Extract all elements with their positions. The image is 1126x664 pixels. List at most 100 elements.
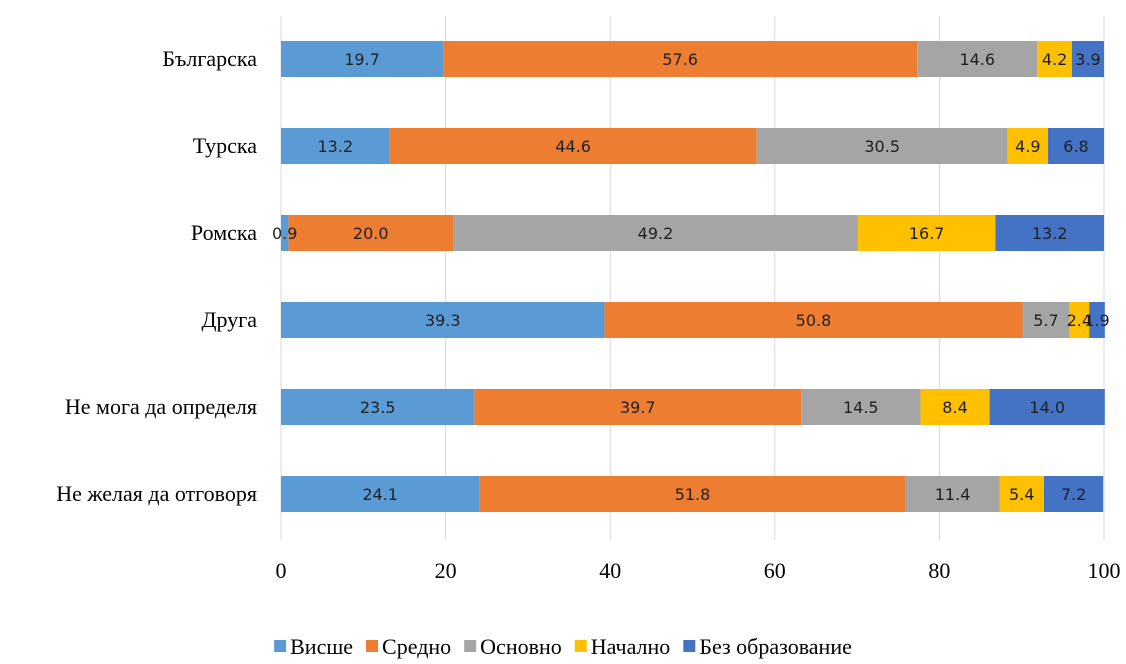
bar-segment-3-4 (1089, 302, 1105, 338)
data-label-0-1: 57.6 (662, 50, 698, 69)
category-label-0: Българска (162, 46, 257, 71)
category-label-3: Друга (201, 307, 257, 332)
data-label-1-4: 6.8 (1063, 137, 1088, 156)
x-tick-label-5: 100 (1088, 558, 1121, 583)
legend-label-4: Без образование (699, 634, 852, 659)
legend-item-4: Без образование (683, 634, 852, 659)
data-label-0-4: 3.9 (1075, 50, 1100, 69)
legend-label-0: Висше (290, 634, 353, 659)
legend-label-1: Средно (382, 634, 451, 659)
bar-segment-2-1 (288, 215, 454, 251)
x-tick-label-4: 80 (928, 558, 950, 583)
data-label-2-1: 20.0 (353, 224, 389, 243)
category-label-2: Ромска (191, 220, 257, 245)
x-tick-label-1: 20 (435, 558, 457, 583)
bar-segment-4-0 (281, 389, 475, 425)
data-label-5-4: 7.2 (1061, 485, 1086, 504)
category-label-5: Не желая да отговоря (56, 481, 257, 506)
data-label-5-3: 5.4 (1009, 485, 1034, 504)
bar-segment-4-4 (989, 389, 1105, 425)
legend-swatch-0 (274, 640, 287, 652)
category-label-1: Турска (193, 133, 257, 158)
data-label-0-3: 4.2 (1042, 50, 1067, 69)
category-label-4: Не мога да определя (65, 394, 257, 419)
data-label-2-4: 13.2 (1032, 224, 1068, 243)
bar-segment-2-3 (857, 215, 996, 251)
bar-row-2: 0.9 20.0 49.2 16.7 13.2 (272, 215, 1104, 251)
data-label-3-4: 1.9 (1084, 311, 1109, 330)
bar-segment-5-1 (479, 476, 906, 512)
grid-lines (280, 16, 1105, 540)
category-labels: Българска Турска Ромска Друга Не мога да опр… (56, 46, 257, 506)
data-label-1-3: 4.9 (1015, 137, 1040, 156)
bar-row-4: 23.5 39.7 14.5 8.4 14.0 (281, 389, 1105, 425)
bar-segment-0-3 (1037, 41, 1072, 77)
x-tick-label-3: 60 (764, 558, 786, 583)
data-label-3-3: 2.4 (1067, 311, 1092, 330)
data-label-4-0: 23.5 (360, 398, 396, 417)
data-label-2-3: 16.7 (909, 224, 945, 243)
bar-segment-0-0 (281, 41, 444, 77)
data-label-0-2: 14.6 (959, 50, 995, 69)
bar-segment-1-3 (1007, 128, 1049, 164)
data-label-1-0: 13.2 (318, 137, 354, 156)
data-label-3-2: 5.7 (1033, 311, 1058, 330)
bar-segment-5-4 (1043, 476, 1104, 512)
data-label-5-2: 11.4 (935, 485, 971, 504)
bar-segment-1-0 (281, 128, 390, 164)
x-tick-label-0: 0 (276, 558, 287, 583)
bar-segment-1-2 (756, 128, 1008, 164)
bar-segment-5-0 (281, 476, 480, 512)
legend-item-2: Основно (464, 634, 562, 659)
data-label-2-2: 49.2 (638, 224, 674, 243)
bar-segment-0-2 (917, 41, 1038, 77)
bar-row-5: 24.1 51.8 11.4 5.4 7.2 (281, 476, 1104, 512)
x-axis-tick-labels: 0 20 40 60 80 100 (276, 558, 1121, 583)
bar-segment-4-1 (474, 389, 802, 425)
bar-row-1: 13.2 44.6 30.5 4.9 6.8 (281, 128, 1104, 164)
legend-swatch-2 (464, 640, 477, 652)
bar-segment-3-2 (1022, 302, 1070, 338)
legend-item-0: Висше (274, 634, 353, 659)
legend-swatch-4 (683, 640, 696, 652)
bar-segment-1-4 (1048, 128, 1104, 164)
bar-segment-2-0 (281, 215, 289, 251)
bar-segment-3-1 (604, 302, 1023, 338)
bar-segment-4-3 (920, 389, 990, 425)
data-label-2-0: 0.9 (272, 224, 297, 243)
bar-segment-5-2 (905, 476, 1000, 512)
bar-segment-4-2 (801, 389, 921, 425)
bar-row-0: 19.7 57.6 14.6 4.2 3.9 (281, 41, 1104, 77)
bar-segment-3-0 (281, 302, 605, 338)
legend-swatch-1 (366, 640, 379, 652)
legend-swatch-3 (574, 640, 587, 652)
bar-row-3: 39.3 50.8 5.7 2.41.9 (281, 302, 1110, 338)
bar-segment-0-1 (443, 41, 918, 77)
bars-layer: 19.7 57.6 14.6 4.2 3.9 13.2 44.6 30.5 4.9 6.8 0.9 2… (272, 41, 1110, 512)
data-label-5-0: 24.1 (362, 485, 398, 504)
bar-segment-2-4 (995, 215, 1104, 251)
data-label-1-2: 30.5 (864, 137, 900, 156)
bar-segment-3-3 (1069, 302, 1090, 338)
data-label-5-1: 51.8 (675, 485, 711, 504)
legend: Висше Средно Основно Начално Без образование (274, 634, 852, 659)
data-label-3-0: 39.3 (425, 311, 461, 330)
data-label-4-1: 39.7 (620, 398, 656, 417)
bar-segment-2-2 (453, 215, 858, 251)
bar-segment-5-3 (999, 476, 1044, 512)
bar-segment-0-4 (1071, 41, 1104, 77)
data-label-4-3: 8.4 (942, 398, 967, 417)
data-label-3-1: 50.8 (796, 311, 832, 330)
bar-segment-1-1 (389, 128, 757, 164)
data-label-4-2: 14.5 (843, 398, 879, 417)
data-label-1-1: 44.6 (555, 137, 591, 156)
legend-label-3: Начално (591, 634, 671, 659)
legend-item-1: Средно (366, 634, 451, 659)
legend-label-2: Основно (480, 634, 562, 659)
x-tick-label-2: 40 (599, 558, 621, 583)
legend-item-3: Начално (574, 634, 671, 659)
data-label-0-0: 19.7 (344, 50, 380, 69)
data-label-4-4: 14.0 (1029, 398, 1065, 417)
